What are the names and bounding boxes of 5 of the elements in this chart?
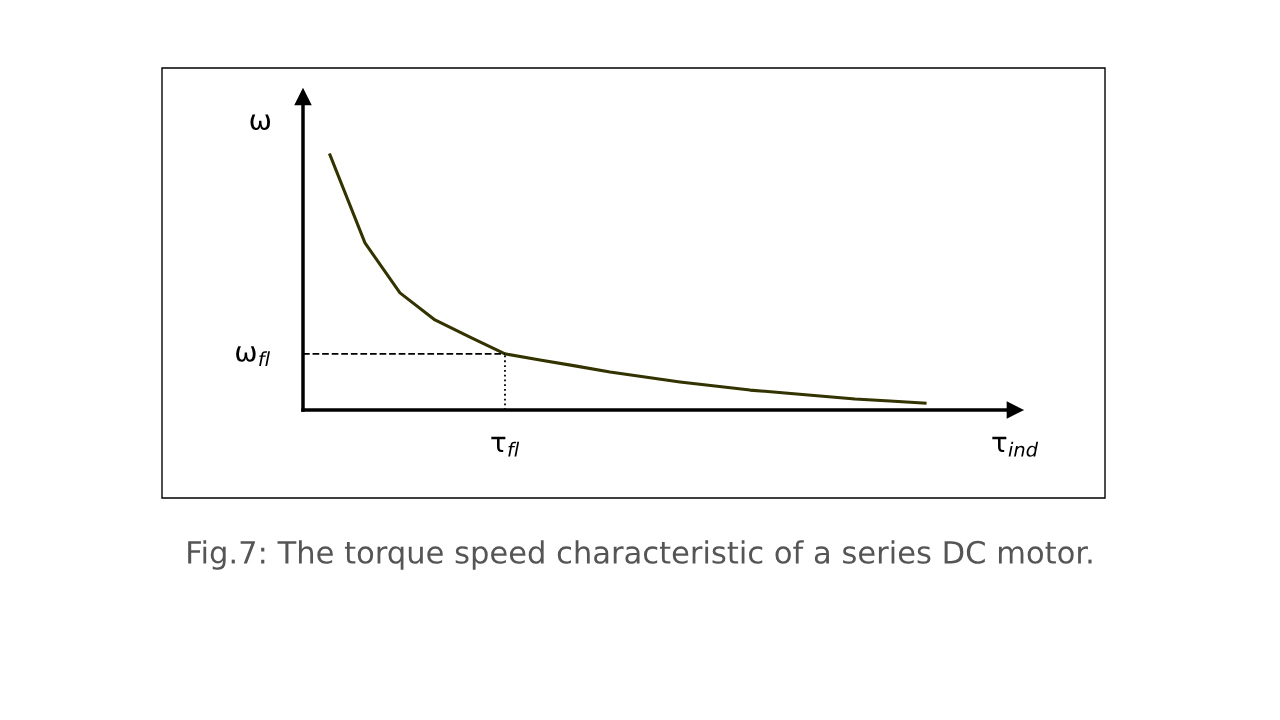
caption: Fig.7: The torque speed characteristic of a series DC motor. [188, 540, 1092, 570]
text: τ$_{fl}$ [491, 436, 520, 457]
x-axis-title: τ$_{ind}$ [992, 436, 1039, 457]
y-axis-title: ω [250, 114, 271, 131]
ref-line-label: ω$_{fl}$ [236, 346, 270, 367]
